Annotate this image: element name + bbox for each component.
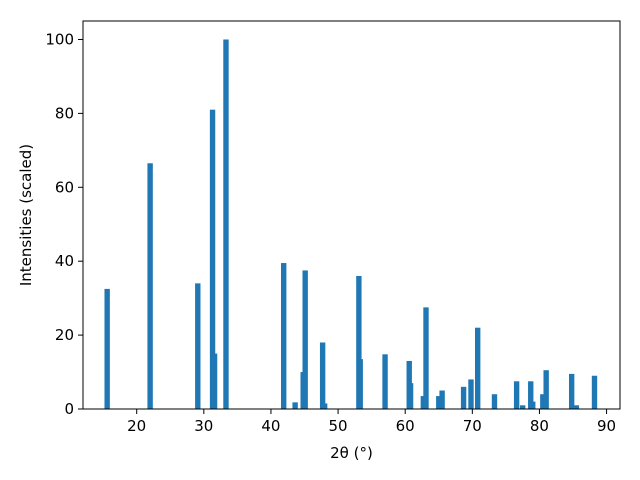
bar-29	[540, 394, 546, 409]
bar-0	[104, 288, 110, 409]
bar-13	[357, 359, 363, 409]
bar-22	[468, 379, 474, 409]
x-tick-label-1: 30	[194, 417, 213, 435]
bar-19	[436, 396, 442, 409]
y-tick-label-1: 20	[55, 326, 74, 344]
x-tick-label-0: 20	[127, 417, 146, 435]
y-tick-label-3: 60	[55, 178, 74, 196]
bar-10	[319, 342, 326, 409]
bar-12	[356, 275, 362, 409]
bar-7	[292, 402, 298, 409]
bar-33	[591, 375, 598, 409]
bar-23	[475, 327, 481, 409]
x-tick-label-2: 40	[261, 417, 280, 435]
bar-28	[530, 401, 536, 409]
bar-16	[407, 383, 414, 409]
bar-32	[573, 405, 580, 409]
bar-2	[195, 283, 201, 409]
x-tick-label-6: 80	[530, 417, 549, 435]
y-tick-label-4: 80	[55, 104, 74, 122]
bar-26	[519, 405, 526, 409]
bar-20	[439, 390, 445, 409]
bar-9	[302, 270, 308, 409]
bar-6	[281, 263, 287, 409]
y-tick-label-0: 0	[64, 400, 74, 418]
bar-14	[382, 354, 388, 409]
bar-11	[321, 403, 328, 409]
bar-25	[513, 381, 520, 409]
bar-24	[491, 394, 498, 409]
y-tick-label-2: 40	[55, 252, 74, 270]
bar-27	[528, 381, 534, 409]
plot-frame	[82, 20, 621, 410]
bar-4	[211, 353, 218, 409]
y-axis: 0 20 40 60 80 100	[45, 30, 83, 418]
bar-21	[460, 386, 467, 409]
x-axis-label: 2θ (°)	[330, 444, 373, 462]
x-tick-label-4: 60	[396, 417, 415, 435]
bar-30	[543, 370, 549, 409]
y-tick-label-5: 100	[45, 30, 74, 48]
y-axis-label: Intensities (scaled)	[17, 144, 35, 286]
x-tick-label-3: 50	[329, 417, 348, 435]
x-tick-label-5: 70	[463, 417, 482, 435]
bar-5	[223, 39, 229, 409]
bar-3	[209, 109, 216, 409]
bar-31	[568, 373, 575, 409]
bar-1	[147, 163, 153, 409]
bars-group	[104, 39, 598, 409]
x-tick-label-7: 90	[597, 417, 616, 435]
bar-18	[423, 307, 429, 409]
x-axis: 20 30 40 50 60 70 80 90	[127, 409, 616, 435]
